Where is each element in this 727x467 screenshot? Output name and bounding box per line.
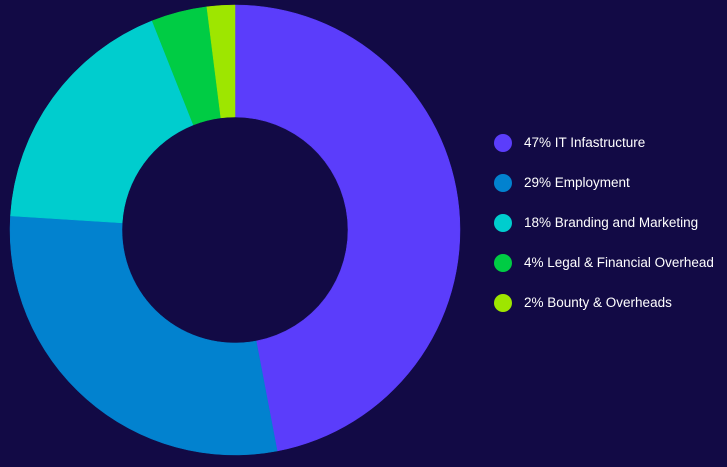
legend-label-2: 29% Employment [524, 175, 630, 190]
legend-marker-4 [494, 254, 512, 272]
donut-slice-2[interactable] [9, 215, 278, 456]
donut-slice-3[interactable] [10, 20, 194, 224]
donut-slice-5[interactable] [206, 4, 236, 119]
legend-marker-1 [494, 134, 512, 152]
legend-item-1[interactable]: 47% IT Infastructure [494, 131, 714, 171]
chart-legend: 47% IT Infastructure 29% Employment 18% Br… [494, 131, 714, 331]
legend-marker-2 [494, 174, 512, 192]
legend-item-3[interactable]: 18% Branding and Marketing [494, 211, 714, 251]
legend-label-1: 47% IT Infastructure [524, 135, 646, 150]
legend-marker-3 [494, 214, 512, 232]
legend-label-3: 18% Branding and Marketing [524, 215, 699, 230]
legend-label-5: 2% Bounty & Overheads [524, 295, 672, 310]
legend-label-4: 4% Legal & Financial Overhead [524, 255, 714, 270]
legend-marker-5 [494, 294, 512, 312]
legend-item-5[interactable]: 2% Bounty & Overheads [494, 291, 714, 331]
donut-slice-1[interactable] [234, 4, 461, 452]
legend-item-4[interactable]: 4% Legal & Financial Overhead [494, 251, 714, 291]
legend-item-2[interactable]: 29% Employment [494, 171, 714, 211]
